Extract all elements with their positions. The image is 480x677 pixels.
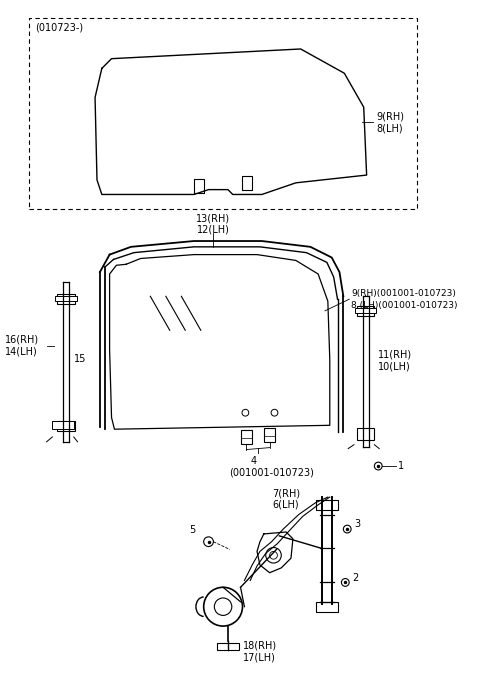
Bar — [357, 306, 374, 315]
Text: 10(LH): 10(LH) — [378, 361, 411, 371]
Bar — [52, 421, 74, 429]
Text: (010723-): (010723-) — [35, 22, 83, 32]
Bar — [316, 500, 337, 510]
Bar — [242, 176, 252, 190]
Text: 2: 2 — [352, 573, 359, 583]
Text: 3: 3 — [354, 519, 360, 529]
Text: 1: 1 — [397, 461, 404, 471]
Bar — [355, 308, 376, 313]
Text: 7(RH): 7(RH) — [272, 488, 300, 498]
Text: 9(RH)(001001-010723): 9(RH)(001001-010723) — [351, 289, 456, 298]
Bar — [217, 642, 239, 651]
Text: 12(LH): 12(LH) — [197, 224, 230, 234]
Bar — [357, 429, 374, 440]
Bar — [264, 429, 276, 442]
Text: 15: 15 — [74, 354, 86, 364]
Text: (001001-010723): (001001-010723) — [229, 468, 314, 478]
Bar — [240, 430, 252, 443]
Text: 16(RH): 16(RH) — [5, 335, 39, 345]
Text: 14(LH): 14(LH) — [5, 347, 37, 357]
Text: 18(RH): 18(RH) — [242, 640, 276, 651]
Text: 9(RH): 9(RH) — [376, 112, 404, 122]
Text: 4: 4 — [250, 456, 256, 466]
Bar — [55, 297, 77, 301]
Bar — [316, 602, 337, 611]
Text: 8(LH): 8(LH) — [376, 123, 403, 133]
Text: 8 (LH)(001001-010723): 8 (LH)(001001-010723) — [351, 301, 457, 309]
Text: 6(LH): 6(LH) — [273, 500, 300, 510]
Text: 5: 5 — [189, 525, 195, 535]
Bar — [194, 179, 204, 192]
Text: 11(RH): 11(RH) — [378, 349, 412, 359]
Bar — [57, 294, 75, 304]
Bar — [57, 421, 75, 431]
Bar — [29, 18, 417, 209]
Text: 13(RH): 13(RH) — [196, 214, 230, 223]
Text: 17(LH): 17(LH) — [242, 652, 276, 662]
